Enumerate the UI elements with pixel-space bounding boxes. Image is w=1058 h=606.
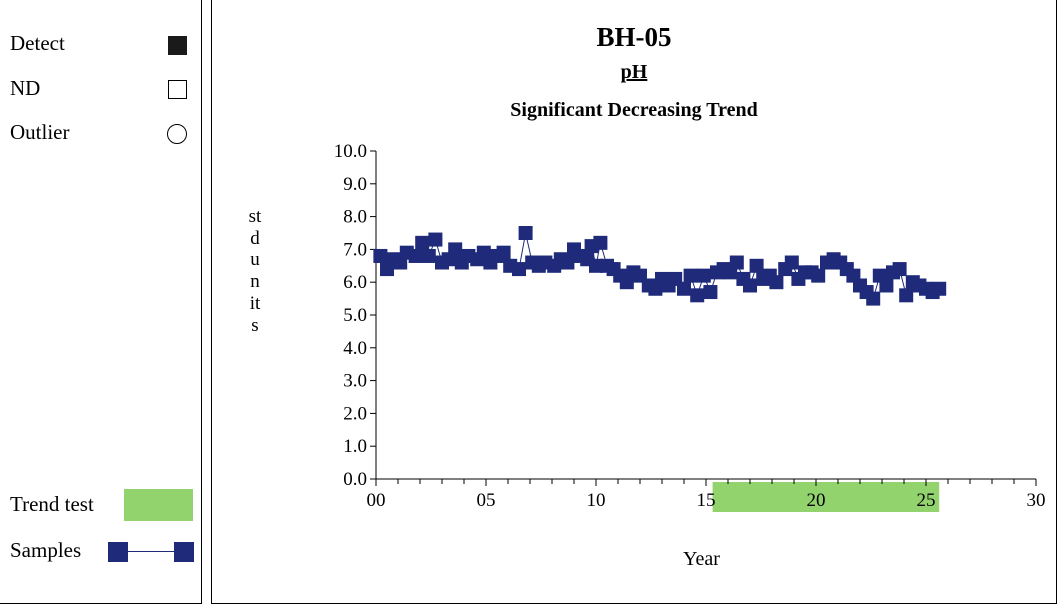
sample-point (690, 288, 705, 303)
sample-point (899, 288, 914, 303)
y-tick-label: 8.0 (343, 207, 367, 228)
legend-panel: Detect ND Outlier Trend test Samples (0, 0, 202, 604)
x-tick-label: 20 (807, 490, 826, 511)
y-tick-label: 3.0 (343, 371, 367, 392)
detect-marker-icon (168, 36, 187, 55)
y-tick-label: 6.0 (343, 272, 367, 293)
sample-point (560, 255, 575, 270)
samples-line-icon (108, 540, 194, 564)
y-tick-label: 7.0 (343, 239, 367, 260)
sample-point (408, 248, 423, 263)
x-tick-label: 00 (367, 490, 386, 511)
chart-panel (211, 0, 1057, 604)
sample-point (448, 242, 463, 257)
trend-annotation: Significant Decreasing Trend (510, 99, 758, 121)
legend-nd-label: ND (10, 76, 41, 100)
x-axis-label: Year (683, 548, 720, 570)
trend-test-bar (712, 482, 940, 512)
sample-point (749, 258, 764, 273)
y-tick-label: 4.0 (343, 338, 367, 359)
sample-point (421, 248, 436, 263)
y-tick-label: 5.0 (343, 305, 367, 326)
sample-point (743, 278, 757, 293)
sample-point (811, 268, 826, 283)
sample-point (373, 248, 388, 263)
x-tick-label: 15 (697, 490, 716, 511)
legend-detect-label: Detect (10, 31, 65, 55)
sample-point (729, 255, 744, 270)
y-tick-label: 2.0 (343, 403, 367, 424)
sample-point (683, 268, 698, 283)
y-tick-label: 1.0 (343, 436, 367, 457)
legend-outlier-label: Outlier (10, 120, 70, 144)
sample-point (428, 232, 443, 247)
sample-point (932, 281, 947, 296)
sample-point (415, 235, 430, 250)
sample-point (512, 262, 526, 277)
sample-point (593, 235, 608, 250)
x-tick-label: 30 (1027, 490, 1046, 511)
sample-point (892, 262, 907, 277)
x-tick-label: 05 (477, 490, 496, 511)
legend-samples-label: Samples (10, 538, 82, 562)
sample-point (696, 268, 711, 283)
chart-subtitle: pH (620, 61, 648, 83)
x-tick-label: 25 (917, 490, 936, 511)
sample-point (496, 245, 511, 260)
chart-title: BH-05 (596, 22, 672, 52)
legend-trend-test-label: Trend test (10, 492, 94, 516)
y-axis-label: std units (248, 206, 265, 336)
nd-marker-icon (168, 80, 187, 99)
outlier-marker-icon (167, 124, 187, 144)
sample-point (784, 255, 799, 270)
sample-point (879, 278, 894, 293)
sample-point (769, 275, 784, 290)
sample-point (703, 285, 718, 300)
sample-point (677, 281, 691, 296)
x-tick-label: 10 (587, 490, 606, 511)
y-tick-label: 0.0 (343, 469, 367, 490)
sample-point (866, 291, 881, 306)
trend-test-swatch-icon (124, 489, 193, 521)
sample-point (518, 226, 533, 240)
y-tick-label: 10.0 (334, 141, 367, 162)
y-tick-label: 9.0 (343, 174, 367, 195)
sample-point (589, 258, 603, 273)
